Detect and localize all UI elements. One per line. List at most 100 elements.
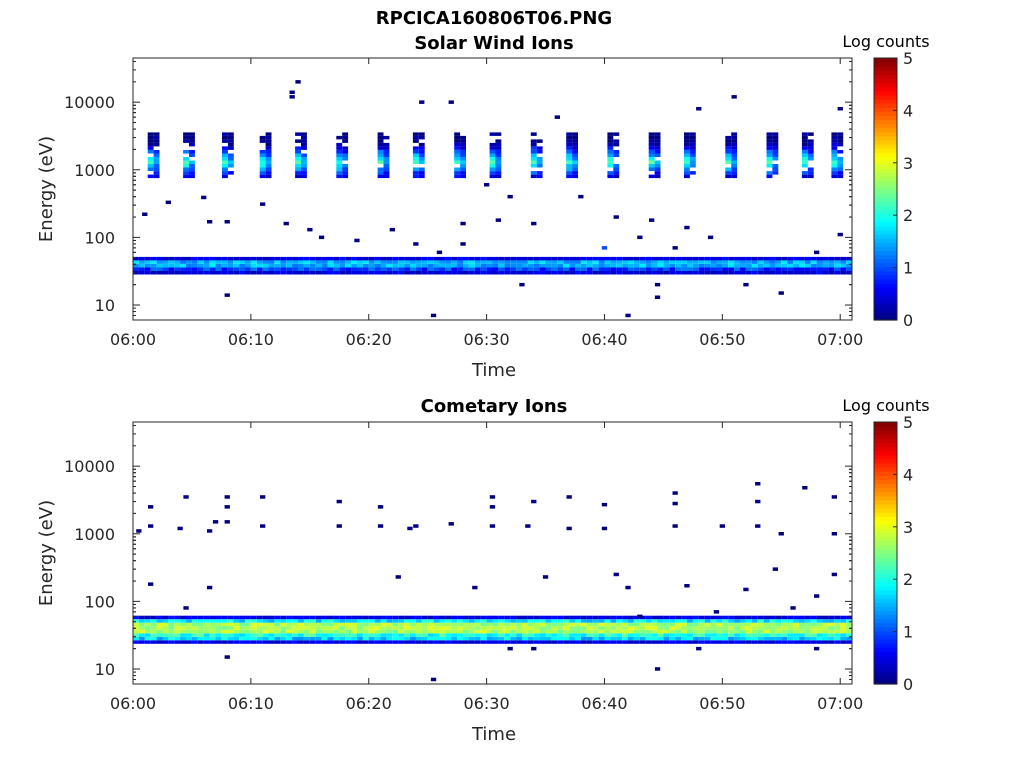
heatmap-cell <box>689 132 696 136</box>
heatmap-cell <box>392 640 399 644</box>
heatmap-cell <box>191 615 198 620</box>
heatmap-cell <box>498 640 505 644</box>
heatmap-cell <box>633 615 640 620</box>
heatmap-cell <box>807 171 814 175</box>
heatmap-cell <box>504 636 511 641</box>
x-tick-label: 06:30 <box>464 694 510 713</box>
colorbar-tick-label: 5 <box>903 413 913 432</box>
heatmap-cell <box>592 615 599 620</box>
heatmap-cell <box>351 640 357 644</box>
heatmap-cell <box>174 615 181 620</box>
heatmap-cell <box>189 139 195 143</box>
heatmap-cell <box>572 171 578 175</box>
heatmap-cell <box>280 629 287 634</box>
heatmap-cell <box>740 260 746 264</box>
heatmap-cell <box>645 626 652 630</box>
heatmap-cell <box>404 622 410 627</box>
heatmap-cell <box>604 260 611 264</box>
heatmap-cell <box>522 640 528 644</box>
heatmap-cell <box>268 640 275 644</box>
heatmap-cell <box>522 267 528 271</box>
heatmap-cell <box>722 622 729 627</box>
heatmap-cell <box>728 633 735 637</box>
heatmap-cell <box>186 271 192 275</box>
heatmap-cell <box>551 260 558 264</box>
heatmap-cell <box>410 619 416 623</box>
heatmap-cell <box>262 636 269 641</box>
colorbar-frame <box>873 421 898 685</box>
heatmap-cell <box>162 267 169 271</box>
heatmap-cell <box>669 260 676 264</box>
heatmap-cell <box>250 615 257 620</box>
heatmap-cell <box>557 271 564 275</box>
heatmap-cell <box>757 626 764 630</box>
heatmap-cell <box>804 267 811 271</box>
heatmap-cell <box>639 267 646 271</box>
heatmap-cell <box>174 264 181 268</box>
heatmap-cell <box>580 626 587 630</box>
heatmap-cell <box>315 622 322 627</box>
heatmap-cell <box>566 167 573 171</box>
heatmap-cell <box>539 640 546 644</box>
heatmap-cell <box>801 157 808 161</box>
heatmap-cell <box>156 629 163 634</box>
heatmap-cell <box>374 633 381 637</box>
heatmap-cell <box>333 640 340 644</box>
heatmap-cell <box>421 260 428 264</box>
heatmap-cell <box>628 622 634 627</box>
heatmap-cell <box>580 629 587 634</box>
heatmap-cell <box>722 640 729 644</box>
heatmap-cell <box>138 271 145 275</box>
heatmap-cell <box>687 619 693 623</box>
heatmap-cell <box>692 267 699 271</box>
colorbar-swatch <box>874 74 897 80</box>
heatmap-cell <box>654 164 661 168</box>
heatmap-cell <box>174 636 181 641</box>
heatmap-cell <box>427 260 434 264</box>
heatmap-cell <box>504 626 511 630</box>
heatmap-cell <box>274 626 281 630</box>
heatmap-cell <box>592 256 599 261</box>
heatmap-cell <box>757 256 764 261</box>
heatmap-cell <box>645 629 652 634</box>
heatmap-cell <box>610 636 617 641</box>
heatmap-cell <box>616 640 623 644</box>
heatmap-cell <box>598 640 605 644</box>
heatmap-cell <box>410 615 416 620</box>
heatmap-cell <box>433 256 440 261</box>
heatmap-cell <box>274 264 281 268</box>
heatmap-cell <box>209 260 216 264</box>
heatmap-cell <box>816 633 823 637</box>
heatmap-cell <box>309 626 316 630</box>
heatmap-cell <box>197 629 204 634</box>
heatmap-cell <box>563 260 570 264</box>
heatmap-cell <box>209 622 216 627</box>
heatmap-cell <box>233 626 240 630</box>
heatmap-cell <box>383 157 390 161</box>
heatmap-cell <box>569 619 575 623</box>
heatmap-cell <box>684 146 690 150</box>
heatmap-cell <box>368 260 375 264</box>
heatmap-cell <box>239 615 245 620</box>
heatmap-cell <box>563 640 570 644</box>
heatmap-cell <box>793 615 799 620</box>
heatmap-cell <box>807 139 814 143</box>
heatmap-cell <box>486 636 493 641</box>
heatmap-cell <box>445 267 452 271</box>
heatmap-cell <box>527 264 534 268</box>
heatmap-cell <box>663 264 670 268</box>
heatmap-cell <box>766 157 773 161</box>
heatmap-cell <box>572 135 578 140</box>
heatmap-cell <box>569 633 575 637</box>
colorbar-tick-label: 4 <box>903 465 913 484</box>
heatmap-cell <box>810 264 817 268</box>
heatmap-cell <box>716 256 723 261</box>
heatmap-cell <box>138 256 145 261</box>
heatmap-cell <box>410 636 416 641</box>
heatmap-cell <box>427 629 434 634</box>
heatmap-cell <box>156 615 163 620</box>
heatmap-cell <box>374 622 381 627</box>
heatmap-cell <box>654 667 661 671</box>
heatmap-cell <box>822 264 829 268</box>
